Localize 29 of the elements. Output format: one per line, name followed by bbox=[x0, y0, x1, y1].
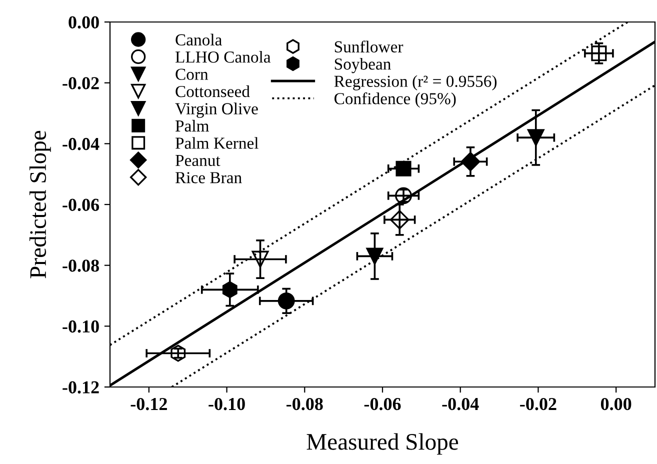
legend-label: Cottonseed bbox=[176, 85, 250, 98]
x-tick-label: -0.12 bbox=[130, 398, 167, 410]
x-tick-label: 0.00 bbox=[600, 398, 632, 410]
legend-label: Palm bbox=[175, 120, 209, 132]
legend-label: Corn bbox=[176, 68, 208, 80]
legend-label: Palm Kernel bbox=[175, 137, 258, 149]
x-tick-label: -0.04 bbox=[442, 398, 479, 410]
y-tick-label: -0.10 bbox=[62, 320, 99, 333]
y-tick-label: -0.08 bbox=[62, 260, 99, 272]
x-tick-label: -0.10 bbox=[208, 398, 245, 410]
y-tick-label: -0.02 bbox=[62, 77, 99, 90]
legend-label: Soybean bbox=[334, 58, 391, 74]
legend-label: Confidence (95%) bbox=[334, 92, 456, 108]
x-axis-title: Measured Slope bbox=[306, 433, 458, 455]
x-tick-label: -0.02 bbox=[520, 398, 556, 410]
y-tick-label: -0.04 bbox=[62, 138, 100, 150]
legend-label: Virgin Olive bbox=[175, 102, 258, 118]
y-tick-label: -0.06 bbox=[62, 198, 100, 212]
x-tick-label: -0.06 bbox=[364, 398, 401, 410]
y-tick-label: -0.12 bbox=[62, 381, 99, 394]
legend-label: Sunflower bbox=[334, 40, 404, 52]
x-tick-label: -0.08 bbox=[286, 398, 323, 410]
legend-label: Canola bbox=[176, 34, 222, 46]
y-axis-title: Predicted Slope bbox=[29, 130, 51, 278]
legend-label: LLHO Canola bbox=[175, 50, 271, 63]
y-tick-label: 0.00 bbox=[68, 16, 99, 29]
legend-label: Regression (r² = 0.9556) bbox=[334, 75, 497, 90]
legend-label: Rice Bran bbox=[175, 172, 242, 184]
legend-label: Peanut bbox=[175, 154, 220, 166]
